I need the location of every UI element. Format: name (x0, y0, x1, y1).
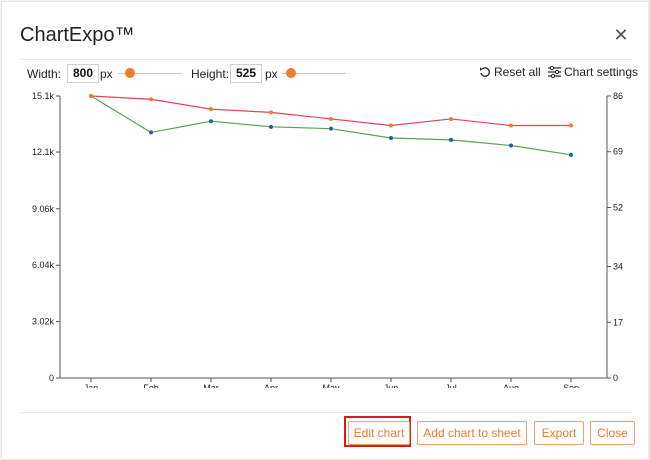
x-tick-label: Aug (503, 383, 519, 388)
export-button[interactable]: Export (534, 421, 584, 445)
title-divider (20, 59, 632, 60)
dialog-title: ChartExpo™ (20, 24, 135, 46)
y-right-tick-label: 0 (613, 373, 618, 383)
width-label: Width: (27, 67, 62, 81)
height-label: Height: (191, 67, 230, 81)
height-slider-track[interactable] (282, 73, 346, 74)
x-tick-label: Sep (563, 383, 579, 388)
reset-all-button[interactable]: Reset all (479, 65, 541, 79)
series-2-point (269, 110, 273, 115)
series-2-point (209, 107, 213, 112)
series-2-point (329, 116, 333, 121)
series-line-1 (90, 95, 572, 156)
width-slider-thumb[interactable] (125, 68, 135, 78)
footer-divider (20, 412, 632, 413)
series-2-point (449, 116, 453, 121)
y-left-tick-label: 15.1k (32, 91, 55, 101)
x-tick-label: Jun (384, 383, 399, 388)
reset-icon (480, 67, 490, 77)
height-unit: px (265, 67, 278, 81)
y-right-tick-label: 86 (613, 91, 623, 101)
series-1-point (209, 119, 213, 124)
x-tick-label: Jul (445, 383, 457, 388)
series-2-point (509, 123, 513, 128)
y-right-tick-label: 52 (613, 202, 623, 212)
y-left-tick-label: 3.02k (32, 317, 55, 327)
settings-sliders-icon (548, 65, 561, 79)
series-1-point (329, 126, 333, 131)
chart-settings-button[interactable]: Chart settings (548, 65, 638, 79)
close-button[interactable]: Close (590, 421, 635, 445)
x-tick-label: Feb (143, 383, 159, 388)
height-slider-thumb[interactable] (286, 68, 296, 78)
y-left-tick-label: 9.06k (32, 204, 55, 214)
chart-settings-label: Chart settings (564, 65, 639, 79)
y-left-tick-label: 0 (49, 373, 54, 383)
series-1-point (149, 130, 153, 135)
y-right-tick-label: 69 (613, 147, 623, 157)
series-1-point (389, 136, 393, 141)
edit-chart-button[interactable]: Edit chart (348, 421, 410, 445)
reset-all-label: Reset all (494, 65, 541, 79)
series-1-point (509, 143, 513, 148)
series-2-point (569, 123, 573, 128)
x-tick-label: Jan (84, 383, 99, 388)
series-2-point (149, 97, 153, 102)
y-left-tick-label: 6.04k (32, 260, 55, 270)
edit-chart-highlight (344, 416, 411, 447)
x-tick-label: May (322, 383, 340, 388)
x-tick-label: Mar (203, 383, 219, 388)
width-slider-track[interactable] (118, 73, 182, 74)
series-1-point (569, 152, 573, 157)
line-chart: 0 3.02k 6.04k 9.06k 12.1k 15.1k 0 17 34 52 69 86 Jan… (32, 91, 623, 388)
series-1-point (269, 124, 273, 129)
y-right-tick-label: 34 (613, 262, 623, 272)
add-chart-to-sheet-button[interactable]: Add chart to sheet (417, 421, 527, 445)
height-input[interactable]: 525 (230, 64, 262, 83)
width-input[interactable]: 800 (67, 64, 99, 83)
width-unit: px (100, 67, 113, 81)
series-1-point (449, 137, 453, 142)
size-toolbar: Width: 800 px Height: 525 px Reset all C… (2, 62, 648, 86)
y-right-tick-label: 17 (613, 317, 623, 327)
x-tick-label: Apr (264, 383, 278, 388)
series-2-point (389, 123, 393, 128)
close-icon[interactable]: ✕ (613, 25, 629, 45)
series-line-2 (90, 95, 571, 127)
series-2-point (89, 94, 93, 98)
y-left-tick-label: 12.1k (32, 147, 55, 157)
